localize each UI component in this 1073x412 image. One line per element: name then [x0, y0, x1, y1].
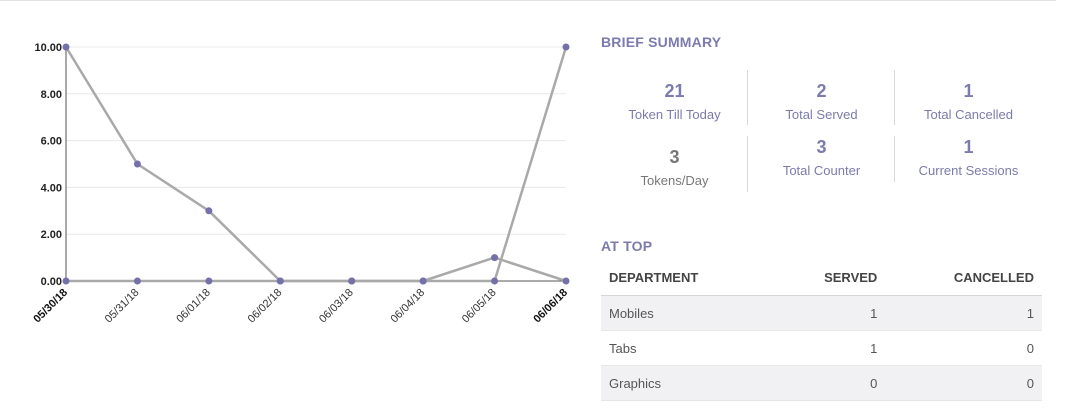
stat-divider	[894, 70, 895, 125]
x-tick-label: 06/06/18	[531, 287, 570, 326]
at-top-title: AT TOP	[601, 238, 653, 254]
stat-label: Current Sessions	[918, 163, 1019, 178]
x-tick-label: 05/31/18	[103, 287, 142, 326]
stat-tokens-per-day: 3 Tokens/Day	[601, 146, 748, 188]
data-point	[205, 207, 213, 215]
stat-label: Total Served	[785, 107, 858, 122]
cell-department: Graphics	[601, 365, 773, 401]
data-point	[133, 160, 141, 168]
stat-label: Total Counter	[782, 163, 861, 178]
tokens-line-chart: 0.00 2.00 4.00 6.00 8.00 10.00 05/30/18 05/31/1…	[31, 42, 570, 326]
stat-token-till-today: 21 Token Till Today	[601, 80, 748, 122]
brief-summary-title: BRIEF SUMMARY	[601, 34, 722, 50]
y-tick-label: 0.00	[41, 276, 62, 288]
y-tick-label: 10.00	[34, 42, 62, 54]
x-tick-label: 05/30/18	[31, 287, 70, 326]
column-header-cancelled: CANCELLED	[885, 260, 1042, 296]
column-header-department: DEPARTMENT	[601, 260, 773, 296]
stat-value: 1	[963, 81, 974, 101]
table-row: Graphics 0 0	[601, 365, 1042, 401]
cell-cancelled: 1	[885, 295, 1042, 331]
series-line	[66, 46, 568, 283]
cell-served: 1	[772, 330, 886, 366]
stat-label: Token Till Today	[628, 107, 721, 122]
data-point	[491, 277, 499, 285]
series-line	[64, 46, 567, 283]
top-divider	[0, 0, 1056, 1]
x-tick-label: 06/04/18	[388, 287, 427, 326]
stat-value: 1	[963, 137, 974, 157]
stat-current-sessions: 1 Current Sessions	[895, 136, 1042, 178]
data-point	[348, 277, 356, 285]
at-top-panel: AT TOP DEPARTMENT SERVED CANCELLED Mobil…	[601, 238, 1042, 401]
stat-value: 3	[669, 147, 680, 167]
y-tick-label: 6.00	[41, 136, 62, 148]
stat-total-served: 2 Total Served	[748, 80, 895, 122]
y-tick-label: 2.00	[41, 229, 62, 241]
cell-department: Tabs	[601, 330, 773, 366]
table-row: Tabs 1 0	[601, 330, 1042, 366]
data-point	[419, 277, 427, 285]
data-point	[62, 43, 70, 51]
table-row: Mobiles 1 1	[601, 295, 1042, 331]
at-top-table: DEPARTMENT SERVED CANCELLED Mobiles 1 1 …	[601, 260, 1042, 401]
stat-total-cancelled: 1 Total Cancelled	[895, 80, 1042, 122]
stat-value: 3	[816, 137, 827, 157]
cell-cancelled: 0	[885, 365, 1042, 401]
chart-svg: 0.00 2.00 4.00 6.00 8.00 10.00 05/30/18 05/31/1…	[31, 42, 570, 326]
x-tick-label: 06/01/18	[174, 287, 213, 326]
cell-cancelled: 0	[885, 330, 1042, 366]
x-tick-label: 06/02/18	[246, 287, 285, 326]
data-point	[62, 277, 70, 285]
summary-stats: 21 Token Till Today 2 Total Served 1 Tot…	[601, 56, 1042, 206]
stat-value: 2	[816, 81, 827, 101]
y-tick-label: 8.00	[41, 89, 62, 101]
data-point	[276, 277, 284, 285]
stat-divider	[747, 136, 748, 192]
data-point	[562, 43, 570, 51]
stat-divider	[894, 136, 895, 182]
y-tick-label: 4.00	[41, 182, 62, 194]
stat-value: 21	[664, 81, 685, 101]
cell-department: Mobiles	[601, 295, 773, 331]
data-point	[205, 277, 213, 285]
x-tick-label: 06/05/18	[460, 287, 499, 326]
stat-total-counter: 3 Total Counter	[748, 136, 895, 178]
column-header-served: SERVED	[772, 260, 886, 296]
cell-served: 1	[772, 295, 886, 331]
data-point	[562, 277, 570, 285]
brief-summary-panel: BRIEF SUMMARY 21 Token Till Today 2 Tota…	[601, 34, 1042, 206]
data-point	[133, 277, 141, 285]
stat-label: Total Cancelled	[924, 107, 1013, 122]
table-header-row: DEPARTMENT SERVED CANCELLED	[601, 260, 1042, 296]
stat-divider	[747, 70, 748, 125]
cell-served: 0	[772, 365, 886, 401]
stat-label: Tokens/Day	[640, 173, 709, 188]
x-tick-label: 06/03/18	[317, 287, 356, 326]
data-point	[491, 254, 499, 262]
